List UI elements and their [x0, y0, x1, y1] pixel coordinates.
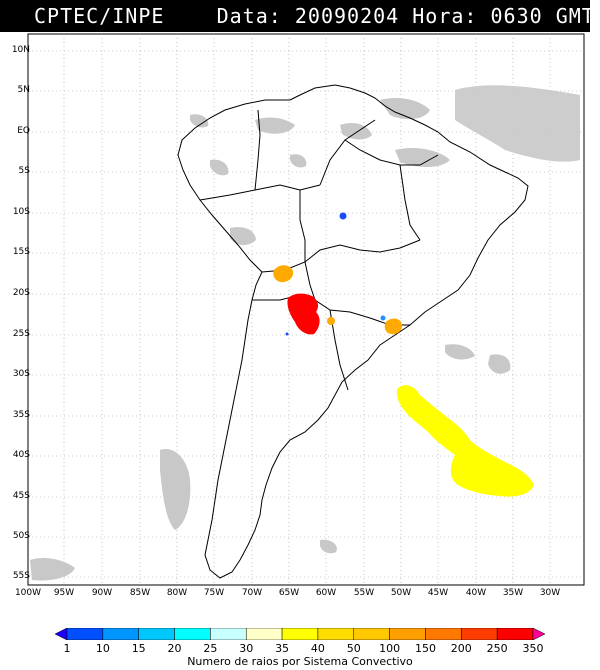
- lat-label: 50S: [12, 531, 30, 541]
- lat-label: 10N: [11, 45, 30, 55]
- colorbar-tick-label: 15: [131, 642, 146, 655]
- small-blue-cell: [380, 315, 386, 321]
- colorbar-tick-label: 1: [63, 642, 71, 655]
- lon-label: 100W: [14, 588, 42, 598]
- colorbar-segment: [210, 628, 247, 640]
- date-value: 20090204: [294, 4, 400, 28]
- lon-label: 45W: [427, 588, 449, 598]
- lat-label: 20S: [12, 288, 30, 298]
- colorbar-tick-label: 250: [486, 642, 508, 655]
- colorbar-segment: [461, 628, 498, 640]
- colorbar-tick-label: 50: [346, 642, 361, 655]
- parana-cell: [384, 318, 402, 335]
- map-title: CPTEC/INPE Data: 20090204 Hora: 0630 GMT: [34, 4, 595, 28]
- lat-label: 5S: [18, 166, 30, 176]
- colorbar-segment: [55, 628, 68, 640]
- colorbar-tick-label: 200: [450, 642, 472, 655]
- colorbar-tick-label: 35: [275, 642, 290, 655]
- lon-label: 60W: [315, 588, 337, 598]
- colorbar-segment: [425, 628, 462, 640]
- lat-label: 40S: [12, 450, 30, 460]
- lat-label: 35S: [12, 410, 30, 420]
- lon-label: 55W: [353, 588, 375, 598]
- lat-label: 10S: [12, 207, 30, 217]
- bolivia-cluster: [273, 265, 294, 283]
- colorbar-segment: [245, 628, 283, 640]
- lat-label: 30S: [12, 369, 30, 379]
- colorbar-tick-label: 40: [310, 642, 325, 655]
- mato-grosso-cell: [339, 212, 347, 220]
- colorbar-segment: [66, 628, 104, 640]
- colorbar-tick-label: 100: [379, 642, 401, 655]
- paraguay-argentina-cluster: [287, 293, 320, 335]
- colorbar-segment: [174, 628, 211, 640]
- gridlines: [28, 34, 584, 585]
- colorbar-segment: [281, 628, 319, 640]
- map-area: 10N 5N EQ 5S 10S 15S 20S 25S 30S 35S 40S…: [0, 32, 600, 592]
- lon-label: 80W: [166, 588, 188, 598]
- colorbar-segment: [138, 628, 175, 640]
- hour-value: 0630 GMT: [490, 4, 595, 28]
- lon-label: 35W: [502, 588, 524, 598]
- source-label: CPTEC/INPE: [34, 4, 165, 28]
- lat-label: 55S: [12, 571, 30, 581]
- lat-label: 15S: [12, 247, 30, 257]
- lat-label: 5N: [17, 85, 30, 95]
- lon-label: 50W: [390, 588, 412, 598]
- lon-label: 95W: [53, 588, 75, 598]
- colorbar-segment: [353, 628, 390, 640]
- colorbar-caption: Numero de raios por Sistema Convectivo: [187, 655, 413, 668]
- colorbar-segment: [102, 628, 139, 640]
- lon-label: 85W: [129, 588, 151, 598]
- lon-label: 40W: [465, 588, 487, 598]
- colorbar-tick-label: 30: [239, 642, 254, 655]
- colorbar-tick-label: 350: [522, 642, 544, 655]
- date-label: Data:: [216, 4, 282, 28]
- cloud-cover: [30, 85, 580, 581]
- colorbar-segment: [317, 628, 355, 640]
- south-atlantic-band: [396, 385, 534, 497]
- lat-label: EQ: [17, 126, 30, 136]
- lon-label: 30W: [539, 588, 561, 598]
- lon-label: 65W: [278, 588, 300, 598]
- colorbar-tick-label: 25: [203, 642, 218, 655]
- colorbar: [55, 628, 545, 640]
- lat-label: 25S: [12, 329, 30, 339]
- colorbar-tick-label: 20: [167, 642, 182, 655]
- lat-label: 45S: [12, 491, 30, 501]
- colorbar-segment: [532, 628, 545, 640]
- title-bar: CPTEC/INPE Data: 20090204 Hora: 0630 GMT: [0, 0, 594, 32]
- map-plot: [27, 33, 585, 586]
- lon-label: 90W: [91, 588, 113, 598]
- colorbar-tick-label: 150: [414, 642, 436, 655]
- colorbar-tick-label: 10: [95, 642, 110, 655]
- colorbar-segment: [496, 628, 534, 640]
- hour-label: Hora:: [412, 4, 478, 28]
- lon-label: 75W: [203, 588, 225, 598]
- tiny-blue-cell: [285, 332, 289, 336]
- convective-systems: [273, 212, 534, 497]
- small-orange-cell: [327, 317, 335, 325]
- colorbar-segment: [389, 628, 426, 640]
- lon-label: 70W: [241, 588, 263, 598]
